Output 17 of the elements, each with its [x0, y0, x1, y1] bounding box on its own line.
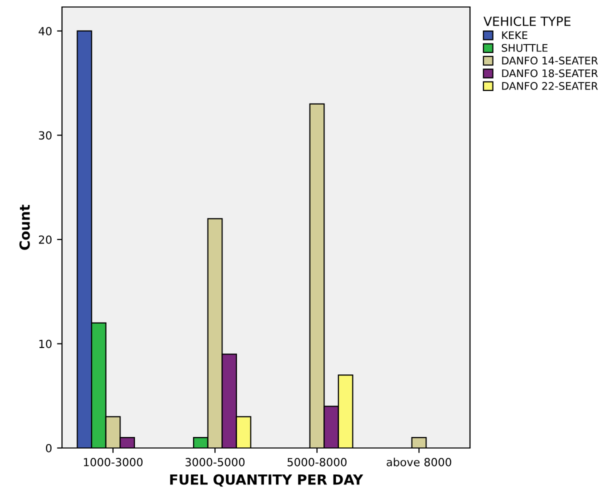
x-tick-label: 1000-3000: [84, 458, 143, 466]
x-tick-label: 3000-5000: [186, 458, 245, 466]
x-axis-title: FUEL QUANTITY PER DAY: [170, 474, 364, 487]
legend-label: KEKE: [502, 31, 528, 39]
y-tick-label: 30: [38, 131, 52, 140]
legend-label: SHUTTLE: [502, 44, 548, 52]
legend-label: DANFO 18-SEATER: [502, 69, 598, 78]
y-tick-label: 40: [38, 26, 52, 36]
x-tick-label: above 8000: [386, 458, 452, 466]
y-axis-title: Count: [19, 204, 30, 250]
y-tick-label: 10: [39, 340, 52, 348]
legend-label: DANFO 22-SEATER: [502, 82, 598, 90]
x-tick-label: 5000-8000: [288, 458, 347, 466]
y-tick-label: 20: [38, 235, 52, 244]
legend-title: VEHICLE TYPE: [484, 16, 570, 26]
y-tick-label: 0: [46, 444, 52, 452]
legend-label: DANFO 14-SEATER: [502, 56, 598, 65]
